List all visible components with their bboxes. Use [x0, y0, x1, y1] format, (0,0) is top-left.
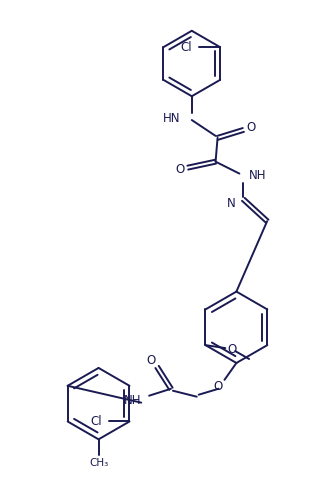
Text: HN: HN: [163, 111, 180, 124]
Text: Cl: Cl: [181, 41, 192, 54]
Text: Cl: Cl: [90, 415, 102, 428]
Text: O: O: [247, 121, 256, 135]
Text: NH: NH: [249, 169, 267, 182]
Text: O: O: [147, 354, 156, 367]
Text: NH: NH: [124, 394, 141, 407]
Text: O: O: [175, 163, 184, 176]
Text: N: N: [227, 197, 235, 210]
Text: O: O: [213, 380, 222, 393]
Text: O: O: [228, 343, 237, 356]
Text: CH₃: CH₃: [89, 458, 108, 468]
